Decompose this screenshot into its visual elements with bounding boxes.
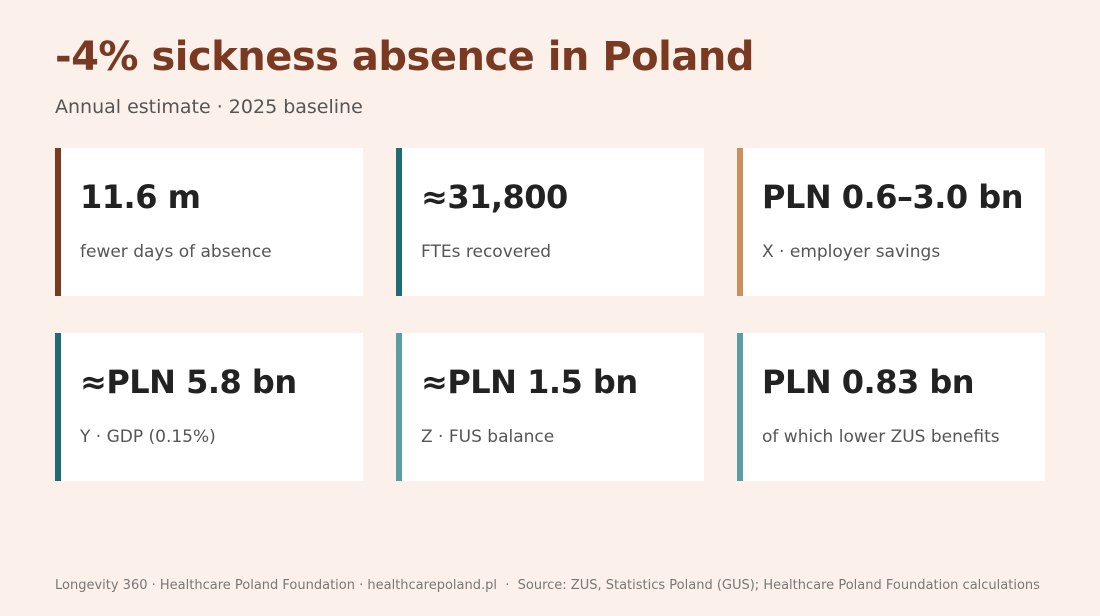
footer: Longevity 360 · Healthcare Poland Founda… <box>55 578 1040 593</box>
stat-value: PLN 0.6–3.0 bn <box>762 178 1023 216</box>
stat-card: PLN 0.6–3.0 bn X · employer savings <box>737 148 1045 296</box>
stat-card: 11.6 m fewer days of absence <box>55 148 363 296</box>
stat-value: ≈PLN 1.5 bn <box>421 363 638 401</box>
stat-card: ≈PLN 5.8 bn Y · GDP (0.15%) <box>55 333 363 481</box>
stat-label: Y · GDP (0.15%) <box>80 427 216 447</box>
stat-card: ≈PLN 1.5 bn Z · FUS balance <box>396 333 704 481</box>
stat-label: X · employer savings <box>762 242 941 262</box>
stat-label: fewer days of absence <box>80 242 272 262</box>
stat-card: PLN 0.83 bn of which lower ZUS benefits <box>737 333 1045 481</box>
stat-value: ≈PLN 5.8 bn <box>80 363 297 401</box>
stat-value: 11.6 m <box>80 178 201 216</box>
stat-label: of which lower ZUS benefits <box>762 427 1000 447</box>
card-grid: 11.6 m fewer days of absence ≈31,800 FTEs r… <box>55 148 1045 481</box>
stat-card: ≈31,800 FTEs recovered <box>396 148 704 296</box>
stat-label: Z · FUS balance <box>421 427 555 447</box>
title: -4% sickness absence in Poland <box>55 34 754 80</box>
subtitle: Annual estimate · 2025 baseline <box>55 96 363 118</box>
stat-label: FTEs recovered <box>421 242 552 262</box>
stat-value: PLN 0.83 bn <box>762 363 975 401</box>
stat-value: ≈31,800 <box>421 178 568 216</box>
